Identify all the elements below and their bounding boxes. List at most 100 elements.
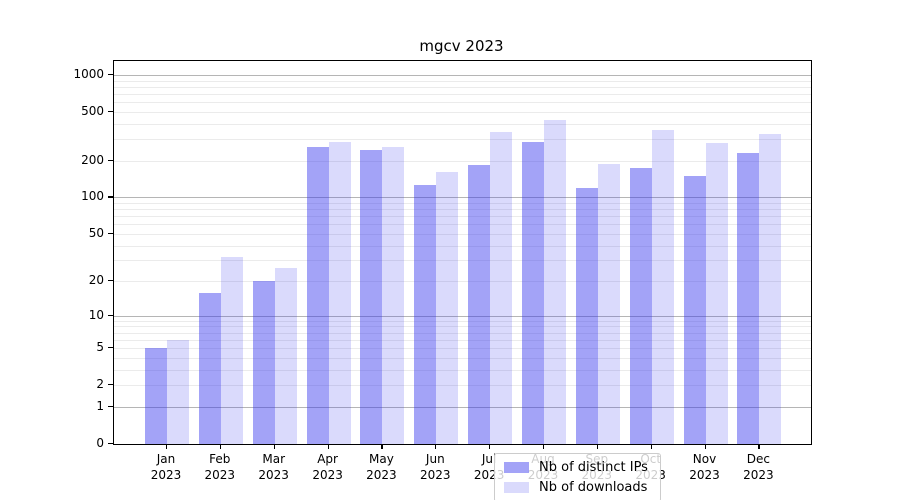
x-tick-label: Apr 2023 [312,452,343,482]
gridline-layer [114,61,811,444]
x-tick [273,444,275,449]
y-tick [108,73,113,76]
y-tick [108,442,113,444]
bar-distinct-ips-apr [306,146,329,444]
gridline-minor [114,332,811,334]
gridline-minor [114,139,811,141]
x-tick-label: Nov 2023 [689,452,720,482]
bar-downloads-jun [436,171,459,444]
bar-distinct-ips-jun [414,185,437,444]
x-tick [758,444,760,449]
gridline-minor [114,320,811,322]
gridline-major [114,74,811,76]
x-tick-label: Jun 2023 [420,452,451,482]
chart-title: mgcv 2023 [419,37,504,55]
gridline-minor [114,385,811,387]
y-tick-label: 5 [96,340,104,355]
gridline-minor [114,369,811,371]
bar-downloads-feb [220,257,243,444]
y-tick-label: 2 [96,377,104,392]
y-tick-label: 1 [96,398,104,413]
bar-downloads-jul [490,131,513,444]
x-tick-label: Mar 2023 [258,452,289,482]
legend-row-distinct-ips: Nb of distinct IPs [504,460,648,475]
gridline-major [114,315,811,317]
y-tick-label: 100 [81,189,104,204]
x-tick [166,444,168,449]
gridline-minor [114,326,811,328]
bar-distinct-ips-aug [521,141,544,444]
bar-downloads-may [382,147,405,444]
gridline-major [114,197,811,199]
bar-distinct-ips-feb [198,292,221,444]
bar-downloads-sep [597,163,620,444]
y-tick [108,405,113,407]
legend-row-downloads: Nb of downloads [504,480,648,495]
y-tick-label: 0 [96,435,104,450]
legend: Nb of distinct IPs Nb of downloads [494,453,661,500]
y-tick [108,110,113,113]
gridline-minor [114,123,811,125]
x-tick [543,444,545,449]
x-tick-label: Jan 2023 [150,452,182,482]
y-tick-label: 20 [88,273,104,288]
x-tick [381,444,383,449]
gridline-minor [114,233,811,235]
legend-swatch-distinct-ips [504,462,529,473]
bars-layer [114,61,811,444]
gridline-minor [114,216,811,218]
bar-distinct-ips-jul [468,165,491,444]
plot-area: Nb of distinct IPs Nb of downloads [113,60,812,500]
gridline-minor [114,224,811,226]
bar-downloads-oct [651,130,674,444]
bar-downloads-jan [167,339,189,444]
legend-label-distinct-ips: Nb of distinct IPs [539,460,648,475]
x-tick [704,444,706,449]
legend-label-downloads: Nb of downloads [539,480,648,495]
bar-distinct-ips-sep [575,188,598,444]
x-tick [596,444,598,449]
x-tick-label: Feb 2023 [204,452,236,482]
bar-distinct-ips-dec [737,153,760,444]
bar-distinct-ips-oct [629,168,652,444]
gridline-minor [114,160,811,162]
x-tick [650,444,652,449]
y-tick-label: 200 [81,152,104,167]
y-tick [108,384,113,386]
bar-downloads-nov [705,142,728,444]
bar-distinct-ips-nov [683,175,706,444]
gridline-minor [114,80,811,82]
y-tick [108,280,113,282]
bar-downloads-mar [274,267,297,444]
y-tick-label: 50 [88,225,104,240]
y-tick [108,232,113,234]
gridline-minor [114,245,811,247]
x-tick [219,444,221,449]
gridline-minor [114,339,811,341]
gridline-major [114,406,811,408]
y-tick [108,347,113,349]
gridline-minor [114,111,811,113]
y-tick [108,159,113,161]
legend-swatch-downloads [504,482,529,493]
y-tick-label: 10 [88,307,104,322]
gridline-minor [114,102,811,104]
bar-distinct-ips-may [360,149,383,444]
x-tick [327,444,329,449]
y-tick [108,196,113,198]
gridline-minor [114,94,811,95]
x-tick [435,444,437,449]
y-tick [108,314,113,316]
gridline-minor [114,281,811,283]
y-tick-label: 500 [81,103,104,118]
bar-downloads-apr [328,141,351,444]
gridline-minor [114,86,811,88]
gridline-minor [114,209,811,211]
bar-downloads-aug [543,119,566,444]
bar-distinct-ips-jan [145,348,167,444]
bar-downloads-dec [759,134,782,444]
gridline-minor [114,260,811,262]
gridline-minor [114,202,811,204]
bar-distinct-ips-mar [252,281,275,444]
